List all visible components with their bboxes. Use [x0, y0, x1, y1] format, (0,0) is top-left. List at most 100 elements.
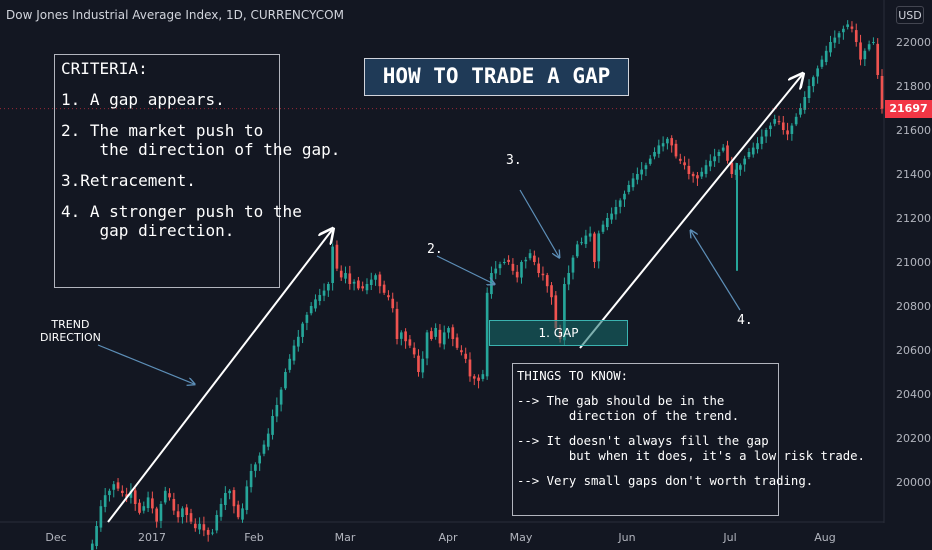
candle-body	[777, 121, 781, 123]
candle-body	[533, 255, 536, 262]
criteria-line: 4. A stronger push to the gap direction.	[61, 202, 302, 240]
candle-body	[301, 323, 304, 337]
candle-body	[511, 263, 515, 271]
candle-body	[361, 286, 365, 289]
candle-body	[438, 329, 442, 344]
candle-body	[275, 405, 279, 417]
candle-body	[837, 33, 841, 38]
candle-body	[545, 275, 549, 287]
things-line: --> Very small gaps don't worth trading.	[517, 474, 814, 488]
candle-body	[412, 347, 416, 355]
candle-body	[580, 242, 583, 244]
time-axis-background	[0, 523, 932, 550]
candle-body	[108, 490, 111, 496]
time-tick-label: Jun	[617, 531, 635, 544]
candle-body	[597, 233, 601, 262]
candle-body	[116, 482, 120, 489]
candle-body	[790, 125, 794, 134]
candle-body	[163, 490, 167, 503]
price-tick-label: 21800	[896, 80, 931, 93]
candle-body	[850, 26, 854, 29]
candle-body	[249, 471, 253, 488]
last-price-tag: 21697	[885, 100, 932, 118]
candle-body	[331, 246, 334, 284]
candle-body	[807, 86, 811, 98]
candle-body	[696, 175, 699, 179]
candle-body	[365, 284, 369, 291]
candle-body	[528, 253, 532, 259]
candle-body	[872, 42, 875, 43]
time-tick-label: 2017	[138, 531, 166, 544]
candle-body	[352, 281, 356, 284]
step-4-label: 4.	[737, 313, 753, 328]
candle-body	[472, 376, 476, 379]
candle-body	[202, 524, 206, 531]
candle-body	[219, 504, 223, 517]
price-tick-label: 21400	[896, 168, 931, 181]
candle-body	[421, 358, 425, 373]
candle-body	[391, 298, 395, 309]
candle-body	[103, 495, 107, 507]
candle-body	[773, 119, 777, 124]
candle-body	[726, 145, 729, 161]
candle-body	[816, 68, 819, 77]
title-box: HOW TO TRADE A GAP	[364, 58, 629, 96]
candle-body	[185, 507, 189, 515]
trend-arrow-2	[579, 75, 802, 349]
currency-button[interactable]: USD	[896, 6, 924, 24]
candle-body	[520, 262, 523, 278]
candle-body	[262, 444, 266, 454]
time-tick-label: May	[510, 531, 533, 544]
candle-body	[447, 328, 450, 333]
candle-body	[584, 235, 588, 245]
things-line: --> The gab should be in the direction o…	[517, 394, 740, 423]
candle-body	[442, 332, 446, 345]
candle-body	[708, 160, 712, 167]
candle-body	[176, 511, 180, 518]
candle-body	[618, 200, 622, 207]
candle-body	[863, 50, 867, 60]
candle-body	[610, 213, 613, 220]
candle-body	[563, 284, 566, 341]
time-tick-label: Feb	[244, 531, 263, 544]
candle-body	[121, 490, 124, 493]
candle-body	[859, 42, 862, 60]
things-line: THINGS TO KNOW:	[517, 369, 629, 383]
candle-body	[824, 50, 828, 63]
price-tick-label: 20400	[896, 388, 931, 401]
step-3-arrow	[519, 189, 559, 257]
candle-body	[125, 494, 128, 498]
candle-body	[451, 327, 455, 339]
candle-body	[670, 138, 674, 146]
candle-body	[455, 337, 459, 348]
candle-body	[550, 285, 553, 298]
candle-body	[378, 274, 382, 287]
candle-body	[524, 259, 528, 262]
trend-arrow-1	[107, 230, 332, 523]
criteria-box: CRITERIA: 1. A gap appears. 2. The marke…	[54, 54, 340, 288]
trend-pointer-arrow	[97, 344, 194, 384]
gap-box: 1. GAP	[489, 320, 628, 346]
candle-body	[382, 284, 386, 293]
candle-body	[588, 233, 592, 237]
candle-body	[477, 377, 480, 381]
candle-body	[515, 271, 519, 278]
candle-body	[554, 295, 558, 328]
candle-body	[374, 275, 377, 280]
candle-body	[99, 506, 103, 528]
candle-body	[794, 116, 798, 125]
candle-body	[236, 504, 240, 518]
candle-body	[460, 350, 463, 353]
criteria-line: 3.Retracement.	[61, 171, 196, 190]
time-tick-label: Jul	[722, 531, 736, 544]
candle-body	[155, 508, 159, 522]
candle-body	[769, 125, 772, 130]
candle-body	[636, 174, 639, 180]
candle-body	[537, 263, 540, 273]
candle-body	[683, 162, 686, 166]
candle-body	[640, 169, 643, 175]
candle-body	[399, 332, 403, 339]
things-to-know-box: THINGS TO KNOW: --> The gab should be in…	[512, 363, 865, 516]
